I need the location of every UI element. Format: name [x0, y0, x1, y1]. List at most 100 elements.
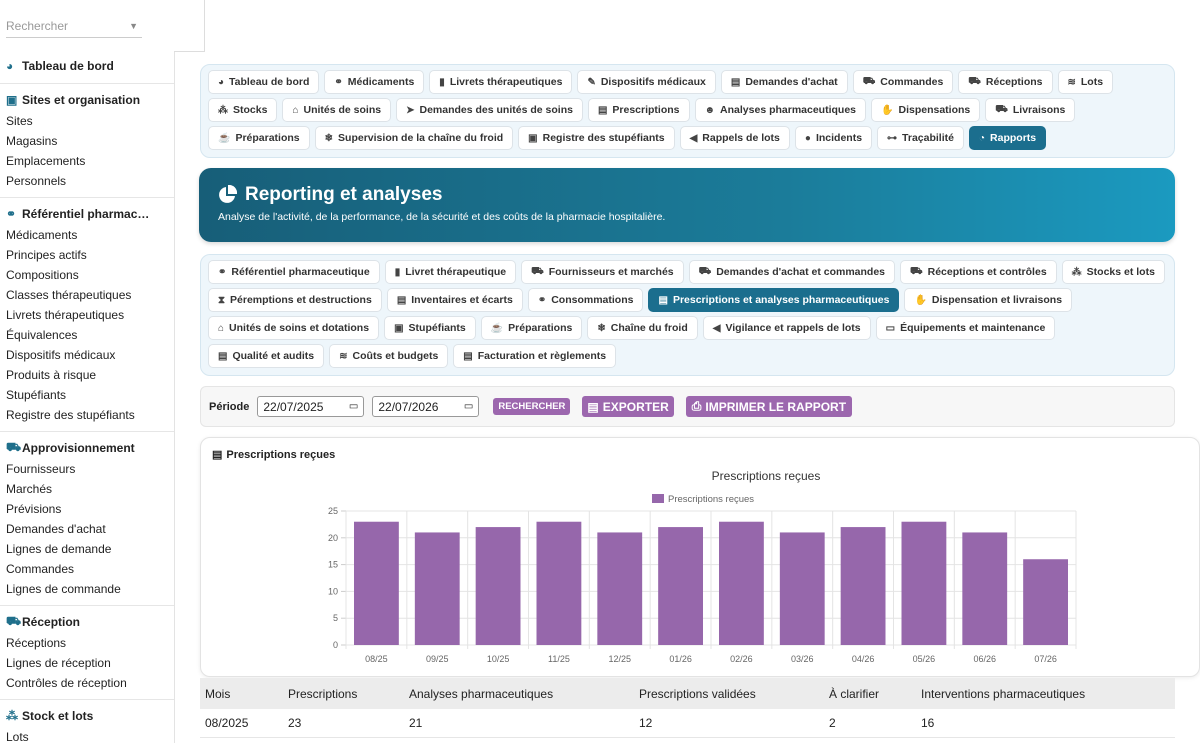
tab-chip[interactable]: ⚭ Référentiel pharmaceutique [208, 260, 380, 284]
sidebar-item[interactable]: Lignes de réception [6, 656, 111, 670]
tab-chip[interactable]: ➤ Demandes des unités de soins [396, 98, 583, 122]
tab-chip[interactable]: ❄ Chaîne du froid [587, 316, 698, 340]
tab-chip[interactable]: ▮ Livret thérapeutique [384, 260, 517, 284]
tab-chip[interactable]: ≋ Coûts et budgets [329, 344, 449, 368]
date-to-field[interactable]: 22/07/2026 ▭ [372, 396, 480, 417]
tab-chip[interactable]: ▣ Stupéfiants [384, 316, 476, 340]
sidebar-item[interactable]: Compositions [6, 268, 79, 282]
sidebar-item[interactable]: Classes thérapeutiques [6, 288, 132, 302]
tab-chip[interactable]: ▤ Facturation et règlements [453, 344, 617, 368]
tab-chip[interactable]: ✋ Dispensations [871, 98, 981, 122]
sidebar-section-label: Référentiel pharmac… [22, 207, 150, 221]
sidebar-item[interactable]: Emplacements [6, 154, 86, 168]
sidebar-item[interactable]: Commandes [6, 562, 75, 576]
tab-chip[interactable]: ⛟ Livraisons [985, 98, 1076, 122]
tab-chip[interactable]: ⚭ Consommations [527, 288, 644, 312]
sidebar-section-title[interactable]: ◕ Tableau de bord [0, 55, 174, 77]
tab-chip[interactable]: ⚭ Médicaments [324, 70, 425, 94]
bullhorn-icon: ◀ [689, 132, 698, 144]
table-header-cell[interactable]: Prescriptions [288, 686, 358, 701]
tab-chip[interactable]: ❄ Supervision de la chaîne du froid [314, 126, 514, 150]
sidebar-item[interactable]: Dispositifs médicaux [6, 348, 116, 362]
tab-chip[interactable]: ▤ Demandes d'achat [720, 70, 848, 94]
tab-chip[interactable]: ⁂ Stocks [208, 98, 278, 122]
sidebar-item[interactable]: Personnels [6, 174, 67, 188]
tab-chip[interactable]: ▮ Livrets thérapeutiques [429, 70, 573, 94]
tab-chip[interactable]: ▤ Prescriptions [587, 98, 690, 122]
tab-chip[interactable]: ☻ Analyses pharmaceutiques [694, 98, 867, 122]
tab-chip[interactable]: ⌂ Unités de soins et dotations [208, 316, 380, 340]
tab-chip[interactable]: ≋ Lots [1057, 70, 1114, 94]
sidebar-item[interactable]: Demandes d'achat [6, 522, 106, 536]
sidebar-item[interactable]: Sites [6, 114, 33, 128]
tab-chip[interactable]: ⛟ Réceptions et contrôles [900, 260, 1057, 284]
sidebar-item[interactable]: Livrets thérapeutiques [6, 308, 125, 322]
tab-chip[interactable]: ⛟ Fournisseurs et marchés [521, 260, 684, 284]
table-header-cell[interactable]: Interventions pharmaceutiques [921, 686, 1086, 701]
tab-chip-label: Coûts et budgets [352, 350, 439, 362]
sidebar-item[interactable]: Médicaments [6, 228, 78, 242]
sidebar-section: ◕ Tableau de bord [0, 50, 174, 84]
cart-icon: ⛟ [6, 440, 22, 454]
search-select[interactable]: Rechercher ▼ [6, 18, 142, 38]
sidebar-item[interactable]: Fournisseurs [6, 462, 76, 476]
tab-chip[interactable]: ● Incidents [794, 126, 873, 150]
tab-chip[interactable]: ✋ Dispensation et livraisons [904, 288, 1073, 312]
date-from-field[interactable]: 22/07/2025 ▭ [257, 396, 365, 417]
sidebar-section-title[interactable]: ⛟ Réception [0, 611, 174, 633]
tab-chip[interactable]: ◀ Rappels de lots [679, 126, 790, 150]
tab-chip[interactable]: ⌂ Unités de soins [282, 98, 392, 122]
tab-chip[interactable]: ⛟ Commandes [852, 70, 954, 94]
sidebar-item[interactable]: Lots [6, 730, 29, 743]
tab-chip[interactable]: ▣ Registre des stupéfiants [518, 126, 675, 150]
sidebar-item[interactable]: Réceptions [6, 636, 67, 650]
sidebar-item[interactable]: Principes actifs [6, 248, 87, 262]
sidebar-item[interactable]: Prévisions [6, 502, 62, 516]
sidebar-section-title[interactable]: ⚭ Référentiel pharmac… [0, 203, 174, 225]
chevron-down-icon: ▼ [129, 21, 138, 31]
table-header-cell[interactable]: Analyses pharmaceutiques [409, 686, 554, 701]
sidebar-item[interactable]: Marchés [6, 482, 53, 496]
sidebar-section-title[interactable]: ⛟ Approvisionnement [0, 437, 174, 459]
tab-chip-label: Lots [1080, 76, 1104, 88]
print-report-button[interactable]: ⎙ IMPRIMER LE RAPPORT [685, 396, 853, 417]
sidebar-section-label: Stock et lots [22, 709, 94, 723]
tab-chip[interactable]: ☕ Préparations [480, 316, 583, 340]
truck-loading-icon: ⛟ [910, 265, 923, 277]
x-tick-label: 03/26 [791, 654, 814, 664]
sidebar-item[interactable]: Lignes de demande [6, 542, 112, 556]
tab-chip[interactable]: ⧗ Péremptions et destructions [208, 288, 382, 312]
card-title: Prescriptions reçues [226, 448, 336, 461]
sidebar-item[interactable]: Stupéfiants [6, 388, 67, 402]
export-button[interactable]: ▤ EXPORTER [582, 396, 674, 417]
tab-chip[interactable]: ▭ Équipements et maintenance [875, 316, 1056, 340]
table-header-cell[interactable]: Prescriptions validées [639, 686, 756, 701]
table-header-cell[interactable]: Mois [205, 686, 231, 701]
tab-chip[interactable]: ⊶ Traçabilité [877, 126, 964, 150]
tab-chip[interactable]: ▤ Qualité et audits [208, 344, 325, 368]
search-button[interactable]: RECHERCHER [493, 398, 571, 415]
sidebar-item[interactable]: Magasins [6, 134, 58, 148]
tab-chip[interactable]: ▤ Prescriptions et analyses pharmaceutiqu… [648, 288, 900, 312]
tab-chip[interactable]: ◕ Tableau de bord [208, 70, 320, 94]
sidebar-item[interactable]: Équivalences [6, 328, 78, 342]
tab-chip[interactable]: ✎ Dispositifs médicaux [577, 70, 716, 94]
table-cell: 2 [829, 716, 836, 730]
sidebar-item[interactable]: Contrôles de réception [6, 676, 127, 690]
tab-chip[interactable]: ☕ Préparations [208, 126, 310, 150]
table-header-cell[interactable]: À clarifier [829, 686, 880, 701]
tab-chip[interactable]: ⛟ Réceptions [958, 70, 1053, 94]
tab-chip[interactable]: ◔ Rapports [968, 126, 1047, 150]
tab-chip[interactable]: ⛟ Demandes d'achat et commandes [688, 260, 896, 284]
tab-chip-label: Demandes d'achat et commandes [716, 266, 886, 278]
bar [901, 521, 947, 645]
sidebar-section-title[interactable]: ⁂ Stock et lots [0, 705, 174, 727]
tab-chip[interactable]: ▤ Inventaires et écarts [386, 288, 523, 312]
sidebar-nav: ◕ Tableau de bord ▣ Sites et organisation Si… [0, 50, 174, 743]
sidebar-item[interactable]: Lignes de commande [6, 582, 121, 596]
sidebar-item[interactable]: Produits à risque [6, 368, 97, 382]
sidebar-section-title[interactable]: ▣ Sites et organisation [0, 89, 174, 111]
tab-chip[interactable]: ⁂ Stocks et lots [1061, 260, 1165, 284]
sidebar-item[interactable]: Registre des stupéfiants [6, 408, 135, 422]
tab-chip[interactable]: ◀ Vigilance et rappels de lots [702, 316, 871, 340]
